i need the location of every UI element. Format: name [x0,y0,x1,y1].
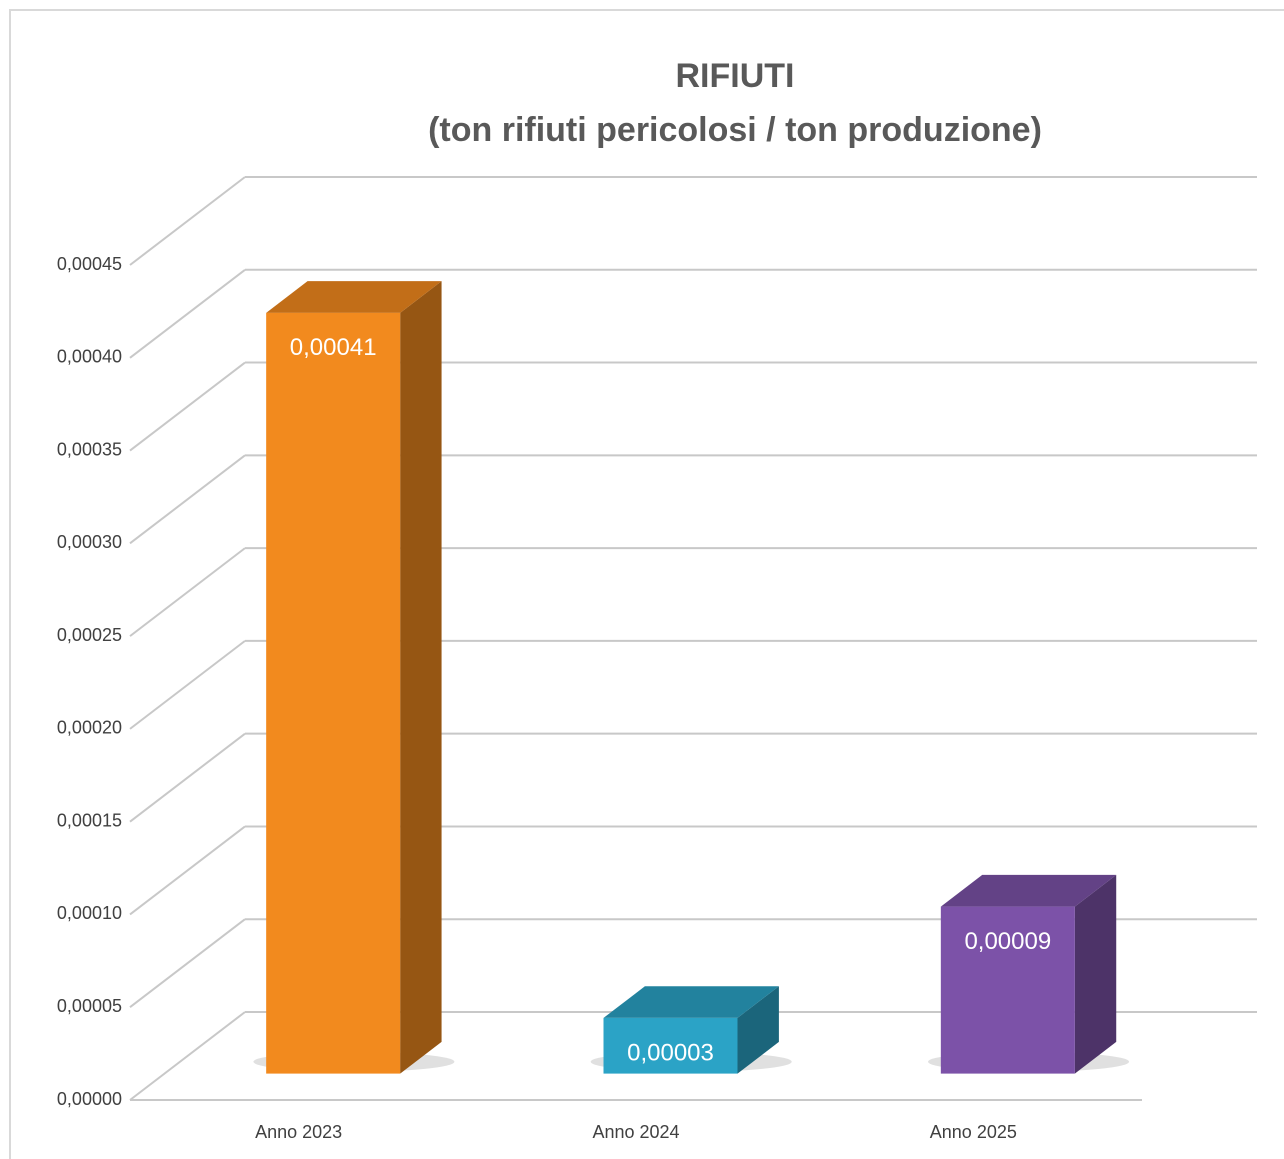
value-label: 0,00003 [627,1039,714,1066]
y-tick-label: 0,00035 [57,439,122,459]
bar-top [940,874,1117,907]
grid-line-side [129,454,246,545]
chart-subtitle: (ton rifiuti pericolosi / ton produzione… [428,111,1042,149]
grid-line-side [129,640,246,730]
grid-line-side [129,361,246,452]
y-tick-label: 0,00010 [57,903,122,923]
y-tick-label: 0,00025 [57,625,122,645]
grid-line-side [129,176,246,266]
bar-top [266,281,442,313]
bar-side [737,986,779,1074]
y-tick-label: 0,00000 [57,1089,122,1109]
bar-top [603,986,779,1018]
bar-side [1074,874,1117,1074]
grid-line-side [129,268,246,359]
x-tick-label: Anno 2025 [930,1122,1017,1142]
grid-line-side [129,918,246,1009]
chart-title: RIFIUTI [676,57,795,95]
y-tick-label: 0,00045 [57,254,122,274]
grid-line-side [129,732,246,823]
value-label: 0,00009 [964,928,1051,955]
grid-line-side [129,825,246,916]
y-tick-label: 0,00040 [57,347,122,367]
bar [940,906,1075,1074]
bar [266,312,401,1074]
bar [603,1017,738,1074]
x-tick-label: Anno 2024 [592,1122,679,1142]
y-tick-label: 0,00030 [57,532,122,552]
y-tick-label: 0,00015 [57,810,122,830]
bar-side [400,281,442,1074]
grid-line-side [129,1011,246,1101]
x-tick-label: Anno 2023 [255,1122,342,1142]
y-tick-label: 0,00005 [57,996,122,1016]
grid-line-side [129,547,246,637]
y-tick-label: 0,00020 [57,718,122,738]
value-label: 0,00041 [290,334,377,361]
